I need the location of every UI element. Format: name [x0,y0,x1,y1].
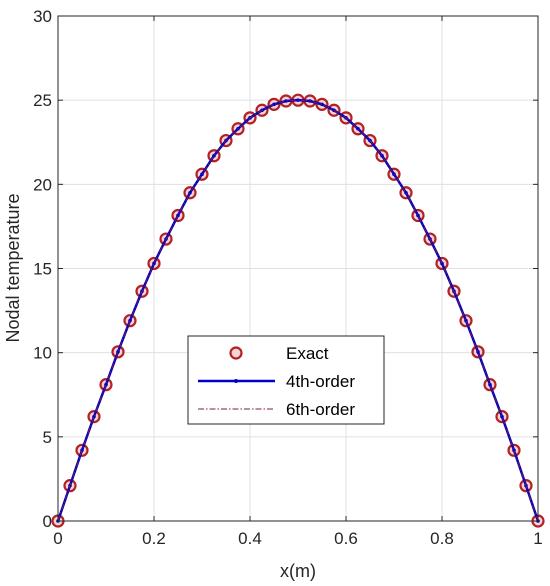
y-axis-label: Nodal temperature [3,193,23,342]
x-tick-label: 1 [533,529,542,548]
legend-label-exact: Exact [286,344,329,363]
y-tick-label: 5 [43,428,52,447]
x-axis-label: x(m) [280,561,316,581]
4th-order-point [116,350,120,354]
y-tick-label: 10 [33,344,52,363]
4th-order-point [92,414,96,419]
4th-order-point [284,99,288,103]
legend-marker-exact [229,346,243,360]
4th-order-point [440,261,444,266]
legend-dot-4th-order [234,379,238,383]
legend-label-6th-order: 6th-order [286,400,355,419]
4th-order-point [512,448,516,453]
x-tick-label: 0.4 [238,529,262,548]
y-tick-label: 20 [33,175,52,194]
4th-order-point [500,414,504,419]
x-tick-label: 0.6 [334,529,358,548]
y-tick-label: 15 [33,260,52,279]
y-tick-label: 30 [33,7,52,26]
y-tick-label: 25 [33,91,52,110]
4th-order-point [488,382,492,387]
4th-order-point [464,318,468,323]
x-tick-label: 0.2 [142,529,166,548]
series-6th-order-line [57,99,539,522]
4th-order-point [104,382,108,387]
4th-order-point [176,213,180,218]
4th-order-point [476,350,480,354]
legend: Exact 4th-order 6th-order [187,335,385,425]
x-tick-label: 0 [53,529,62,548]
y-tick-label: 0 [43,512,52,531]
legend-label-4th-order: 4th-order [286,372,355,391]
x-tick-label: 0.8 [430,529,454,548]
4th-order-point [320,102,324,107]
4th-order-point [416,213,420,218]
